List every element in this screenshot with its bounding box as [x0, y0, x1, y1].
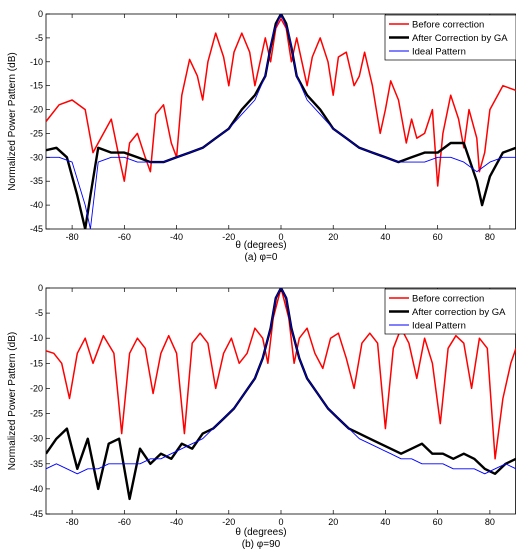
y-tick-label: -15	[30, 358, 43, 368]
legend-label: Ideal Pattern	[412, 47, 466, 58]
x-tick-label: -40	[170, 232, 183, 242]
legend: Before correction After Correction by GA I…	[384, 14, 516, 61]
series-line-3	[46, 14, 516, 229]
y-tick-label: -10	[30, 333, 43, 343]
y-axis-label: Normalized Power Pattern (dB)	[7, 52, 18, 190]
x-axis-label: θ (degrees)	[235, 240, 286, 251]
x-tick-label: -80	[66, 232, 79, 242]
x-tick-label: 60	[433, 517, 443, 527]
y-tick-label: -40	[30, 200, 43, 210]
y-tick-label: -35	[30, 176, 43, 186]
x-tick-label: 40	[380, 517, 390, 527]
y-tick-label: -45	[30, 509, 43, 519]
y-tick-label: -25	[30, 128, 43, 138]
x-tick-label: -40	[170, 517, 183, 527]
y-tick-label: -45	[30, 224, 43, 234]
series-line-3	[46, 288, 516, 475]
legend-label: Ideal Pattern	[412, 321, 466, 332]
x-tick-label: -20	[222, 517, 235, 527]
series-line-2	[46, 14, 516, 229]
chart-caption: (b) φ=90	[242, 539, 281, 550]
legend-label: After Correction by GA	[412, 33, 508, 44]
y-tick-label: 0	[38, 283, 43, 293]
x-tick-label: 60	[433, 232, 443, 242]
y-tick-label: -30	[30, 152, 43, 162]
y-tick-label: -15	[30, 81, 43, 91]
x-tick-label: 0	[278, 232, 283, 242]
x-tick-label: 40	[380, 232, 390, 242]
x-tick-label: 20	[328, 517, 338, 527]
legend-label: Before correction	[412, 20, 484, 31]
y-tick-label: -20	[30, 383, 43, 393]
series-line-2	[46, 288, 516, 501]
chart-a: -80 -60 -40 -20 0 20 40 60 80 0 -5 -10 -15 -20 -25 -30 -…	[7, 9, 516, 263]
x-tick-label: -80	[66, 517, 79, 527]
y-tick-label: -10	[30, 57, 43, 67]
legend-label: Before correction	[412, 294, 484, 305]
x-tick-label: 80	[485, 232, 495, 242]
x-tick-label: -60	[118, 517, 131, 527]
y-tick-label: -20	[30, 105, 43, 115]
chart-b: -80 -60 -40 -20 0 20 40 60 80 0 -5 -10 -15 -20 -25 -30 -…	[7, 283, 516, 550]
legend-label: After correction by GA	[412, 307, 506, 318]
x-tick-label: -60	[118, 232, 131, 242]
y-tick-label: -25	[30, 409, 43, 419]
x-tick-label: 0	[278, 517, 283, 527]
y-tick-label: -30	[30, 434, 43, 444]
x-tick-label: 80	[485, 517, 495, 527]
y-axis-label: Normalized Power Pattern (dB)	[7, 332, 18, 470]
x-tick-label: 20	[328, 232, 338, 242]
y-tick-label: 0	[38, 9, 43, 19]
y-tick-label: -35	[30, 459, 43, 469]
series-line-1	[46, 18, 516, 187]
y-tick-label: -5	[35, 33, 43, 43]
y-tick-label: -40	[30, 484, 43, 494]
chart-caption: (a) φ=0	[245, 252, 278, 263]
legend: Before correction After correction by GA I…	[384, 288, 516, 335]
y-tick-label: -5	[35, 308, 43, 318]
x-tick-label: -20	[222, 232, 235, 242]
x-axis-label: θ (degrees)	[235, 527, 286, 538]
